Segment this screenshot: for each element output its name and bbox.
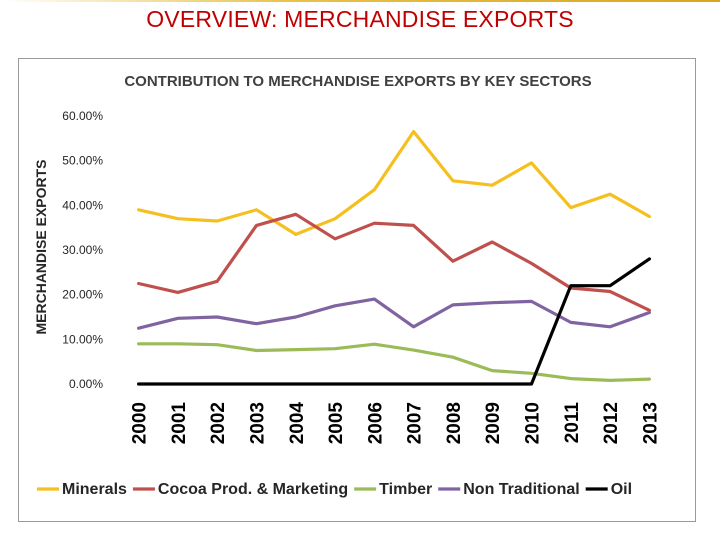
y-tick-label: 50.00% [62, 154, 103, 168]
x-tick-label: 2013 [640, 402, 661, 444]
top-accent-rule [0, 0, 720, 2]
series-line-timber [136, 342, 652, 382]
series-line-cocoa-prod-marketing [136, 212, 652, 312]
series-line-oil [136, 257, 652, 386]
series-line-minerals [136, 129, 652, 236]
x-tick-label: 2002 [208, 402, 229, 444]
x-tick-label: 2008 [444, 402, 465, 444]
x-tick-label: 2001 [169, 402, 190, 445]
y-tick-label: 10.00% [62, 332, 103, 346]
x-tick-label: 2012 [601, 402, 622, 444]
legend-label: Oil [611, 481, 632, 498]
legend-label: Cocoa Prod. & Marketing [158, 481, 348, 498]
legend-label: Timber [379, 481, 432, 498]
legend-label: Non Traditional [463, 481, 579, 498]
y-tick-label: 60.00% [62, 109, 103, 123]
x-tick-label: 2003 [248, 402, 269, 444]
legend-label: Minerals [62, 481, 127, 498]
line-chart: CONTRIBUTION TO MERCHANDISE EXPORTS BY K… [33, 73, 662, 498]
chart-title: CONTRIBUTION TO MERCHANDISE EXPORTS BY K… [124, 73, 591, 90]
y-axis-ticks: 0.00% 10.00% 20.00% 30.00% 40.00% 50.00% 60.00… [62, 109, 103, 391]
slide-title: OVERVIEW: MERCHANDISE EXPORTS [146, 6, 574, 32]
y-tick-label: 0.00% [69, 377, 103, 391]
x-tick-label: 2011 [562, 402, 583, 444]
x-tick-label: 2005 [326, 402, 347, 445]
y-tick-label: 20.00% [62, 288, 103, 302]
y-tick-label: 30.00% [62, 243, 103, 257]
y-tick-label: 40.00% [62, 198, 103, 212]
series-line-non-traditional [136, 297, 652, 330]
x-tick-label: 2000 [130, 402, 151, 444]
x-axis-ticks: 2000 2001 2002 2003 2004 2005 2006 2007 2008 2009… [130, 402, 662, 445]
y-axis-label: MERCHANDISE EXPORTS [33, 159, 49, 334]
x-tick-label: 2007 [405, 402, 426, 444]
x-tick-label: 2010 [523, 402, 544, 444]
series-lines [136, 129, 652, 386]
chart-frame: CONTRIBUTION TO MERCHANDISE EXPORTS BY K… [18, 58, 696, 522]
x-tick-label: 2006 [365, 402, 386, 444]
legend: Minerals Cocoa Prod. & Marketing Timber Non… [37, 481, 632, 498]
x-tick-label: 2004 [287, 402, 308, 445]
x-tick-label: 2009 [483, 402, 504, 444]
